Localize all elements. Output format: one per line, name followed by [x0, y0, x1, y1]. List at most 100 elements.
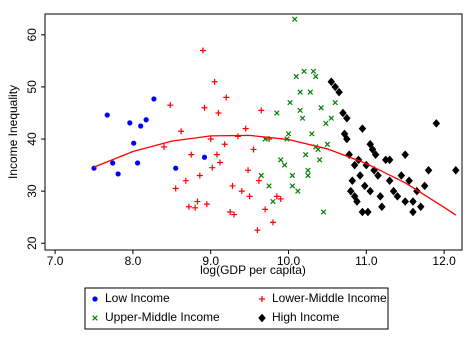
point: [287, 99, 293, 106]
point: [185, 203, 192, 210]
y-axis-label: Income Inequality: [6, 85, 20, 179]
point: [420, 181, 429, 191]
point: [295, 188, 301, 194]
point: [401, 197, 410, 206]
point: [270, 198, 276, 205]
point: [374, 171, 382, 180]
point: [167, 102, 174, 109]
point: [413, 186, 421, 196]
legend-label: Upper-Middle Income: [105, 310, 220, 324]
point: [281, 162, 288, 168]
point: [246, 193, 253, 200]
point: [327, 77, 336, 87]
point: [432, 119, 441, 128]
point: [196, 172, 203, 179]
y-tick-label: 60: [25, 28, 39, 42]
point: [451, 165, 460, 175]
point: [258, 107, 265, 114]
point: [285, 131, 292, 137]
point: [151, 96, 157, 102]
point: [292, 16, 298, 22]
point: [307, 89, 314, 95]
point: [385, 155, 394, 165]
point: [371, 150, 380, 160]
point: [258, 172, 265, 179]
point: [385, 176, 394, 186]
point: [192, 204, 199, 211]
point: [273, 193, 280, 200]
point: [316, 157, 323, 163]
y-tick-label: 20: [25, 236, 39, 250]
point: [366, 139, 375, 149]
point: [221, 141, 228, 148]
point: [215, 109, 222, 116]
point: [297, 107, 303, 114]
point: [366, 186, 375, 196]
legend-marker: [258, 313, 266, 323]
point: [378, 202, 386, 212]
point: [207, 136, 214, 143]
point: [331, 82, 340, 92]
y-tick-label: 40: [25, 132, 39, 146]
point: [209, 164, 216, 171]
point: [178, 128, 185, 135]
point: [115, 171, 121, 177]
point: [424, 165, 433, 175]
point: [161, 143, 168, 150]
point: [255, 177, 262, 184]
point: [409, 197, 417, 206]
point: [277, 195, 284, 202]
point: [309, 131, 315, 137]
point: [343, 113, 351, 123]
legend-label: High Income: [272, 310, 340, 324]
point: [335, 87, 343, 97]
point: [278, 157, 284, 163]
point: [299, 115, 306, 121]
x-tick-label: 12.0: [432, 254, 456, 268]
point: [266, 183, 272, 189]
plot-frame: [44, 13, 463, 251]
point: [324, 141, 331, 147]
point: [332, 99, 338, 106]
point: [127, 120, 133, 126]
point: [250, 146, 257, 153]
point: [348, 176, 357, 186]
point: [356, 171, 364, 180]
point: [305, 167, 311, 174]
point: [201, 154, 208, 160]
point: [229, 182, 236, 189]
point: [110, 160, 116, 166]
point: [376, 191, 385, 201]
point: [289, 183, 296, 189]
x-tick-label: 9.0: [202, 254, 219, 268]
point: [297, 89, 303, 95]
point: [358, 124, 367, 133]
point: [358, 207, 367, 217]
point: [131, 140, 137, 146]
point: [182, 177, 189, 184]
point: [213, 151, 220, 158]
y-tick-label: 50: [25, 80, 39, 94]
point: [234, 133, 241, 140]
point: [194, 198, 201, 205]
point: [293, 73, 300, 80]
point: [409, 207, 417, 217]
legend-marker: [92, 315, 98, 321]
point: [350, 160, 359, 170]
point: [223, 94, 230, 101]
fit-line: [93, 134, 457, 216]
point: [318, 105, 324, 111]
x-tick-label: 8.0: [125, 254, 142, 268]
point: [389, 186, 398, 196]
point: [310, 68, 317, 75]
point: [172, 185, 179, 192]
point: [305, 172, 311, 179]
point: [138, 123, 144, 129]
point: [313, 73, 319, 80]
point: [401, 150, 410, 160]
x-axis-label: log(GDP per capita): [200, 263, 306, 277]
point: [242, 125, 249, 132]
point: [343, 134, 351, 144]
